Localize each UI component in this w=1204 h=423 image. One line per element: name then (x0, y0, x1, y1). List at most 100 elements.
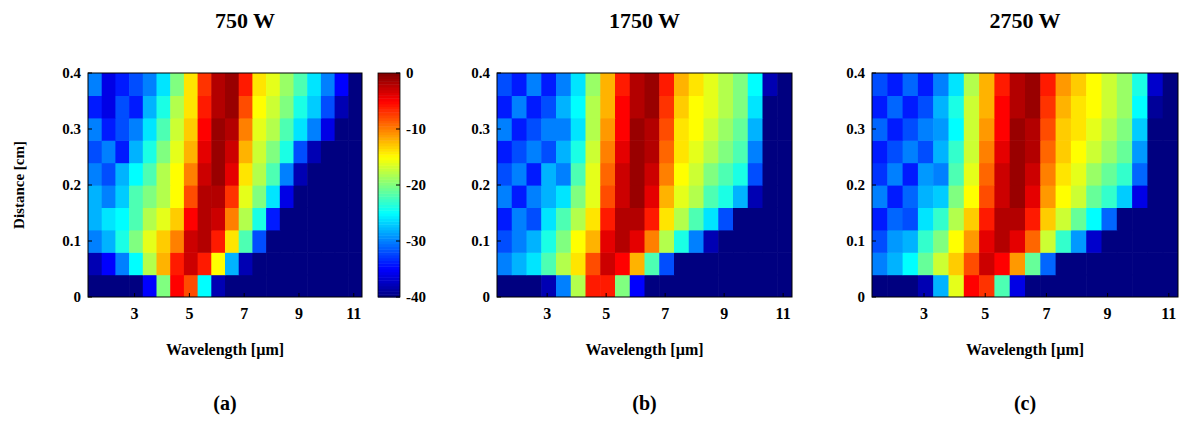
heatmap-cell (1147, 73, 1163, 96)
heatmap-cell (1147, 118, 1163, 141)
x-tick-label: 11 (1161, 305, 1176, 322)
heatmap-cell (630, 140, 645, 163)
heatmap-cell (689, 118, 704, 141)
heatmap-cell (1010, 230, 1026, 253)
heatmap-cell (225, 207, 239, 230)
heatmap-cell (225, 118, 239, 141)
heatmap-cell (615, 118, 630, 141)
heatmap-cell (964, 207, 980, 230)
x-tick (1046, 293, 1047, 297)
heatmap-cell (615, 230, 630, 253)
heatmap-cell (184, 252, 198, 275)
heatmap-cell (918, 163, 934, 186)
heatmap-cell (1102, 185, 1118, 208)
heatmap-cell (1132, 275, 1148, 297)
heatmap-cell (1102, 118, 1118, 141)
heatmap-cell (1071, 252, 1087, 275)
heatmap-cell (645, 118, 660, 141)
heatmap-cell (918, 230, 934, 253)
heatmap-cell (704, 163, 719, 186)
heatmap-cell (143, 163, 157, 186)
heatmap-cell (748, 140, 763, 163)
heatmap-cell (321, 140, 335, 163)
heatmap-cell (170, 163, 184, 186)
heatmap-cell (88, 118, 102, 141)
x-tick-label: 3 (131, 305, 139, 322)
heatmap-cell (266, 73, 280, 96)
heatmap-cell (1117, 140, 1133, 163)
heatmap-cell (266, 252, 280, 275)
heatmap-cell (645, 185, 660, 208)
heatmap-cell (115, 252, 129, 275)
heatmap-cell (718, 252, 733, 275)
heatmap-cell (225, 140, 239, 163)
heatmap-cell (307, 207, 321, 230)
x-tick (1107, 293, 1108, 297)
heatmap-cell (600, 185, 615, 208)
heatmap-cell (225, 252, 239, 275)
heatmap-cell (586, 207, 601, 230)
heatmap-cell (143, 118, 157, 141)
heatmap-cell (497, 185, 512, 208)
y-tick-label: 0.1 (62, 233, 81, 249)
heatmap-cell (645, 275, 660, 297)
heatmap-cell (872, 207, 888, 230)
heatmap-cell (1163, 185, 1178, 208)
heatmap-cell (777, 207, 792, 230)
heatmap-cell (335, 252, 349, 275)
heatmap-cell (777, 95, 792, 118)
heatmap-cell (903, 140, 919, 163)
y-tick (497, 129, 501, 130)
heatmap-cell (571, 207, 586, 230)
heatmap-cell (949, 252, 965, 275)
heatmap-cell (733, 230, 748, 253)
heatmap-cell (918, 275, 934, 297)
heatmap-cell (129, 73, 143, 96)
heatmap-cell (1040, 95, 1056, 118)
heatmap-cell (129, 185, 143, 208)
heatmap-cell (211, 95, 225, 118)
heatmap-cell (887, 140, 903, 163)
heatmap-cell (994, 140, 1010, 163)
heatmap-cell (704, 230, 719, 253)
heatmap-cell (1102, 163, 1118, 186)
heatmap-cell (630, 230, 645, 253)
x-tick (665, 293, 666, 297)
heatmap-cell (1117, 118, 1133, 141)
heatmap-cell (556, 140, 571, 163)
heatmap-cell (184, 185, 198, 208)
y-tick-label: 0.3 (62, 121, 81, 137)
heatmap-cell (933, 185, 949, 208)
heatmap-cell (571, 252, 586, 275)
heatmap-cell (541, 95, 556, 118)
heatmap-cell (211, 163, 225, 186)
heatmap-cell (748, 185, 763, 208)
heatmap-cell (348, 118, 362, 141)
heatmap-cell (1102, 207, 1118, 230)
plot-frame (497, 73, 792, 297)
y-tick-label: 0.2 (846, 177, 865, 193)
heatmap-cell (748, 163, 763, 186)
heatmap-cell (964, 95, 980, 118)
heatmap-cell (615, 95, 630, 118)
heatmap-cell (1132, 207, 1148, 230)
heatmap-cell (630, 275, 645, 297)
x-tick-label: 5 (981, 305, 989, 322)
heatmap-cell (88, 185, 102, 208)
heatmap-cell (571, 275, 586, 297)
heatmap-cell (964, 140, 980, 163)
heatmap-cell (1163, 275, 1178, 297)
heatmap-cell (294, 230, 308, 253)
heatmap-cell (748, 73, 763, 96)
panel: 35791100.10.20.30.41750 WWavelength [µm]… (471, 8, 792, 415)
heatmap-cell (1025, 207, 1041, 230)
colorbar-tick (396, 297, 400, 298)
heatmap-cell (512, 275, 527, 297)
heatmap-cell (88, 230, 102, 253)
heatmap-cell (211, 252, 225, 275)
heatmap-cell (527, 185, 542, 208)
heatmap-cell (645, 207, 660, 230)
heatmap-cell (949, 207, 965, 230)
heatmap-cell (280, 95, 294, 118)
heatmap-cell (307, 252, 321, 275)
